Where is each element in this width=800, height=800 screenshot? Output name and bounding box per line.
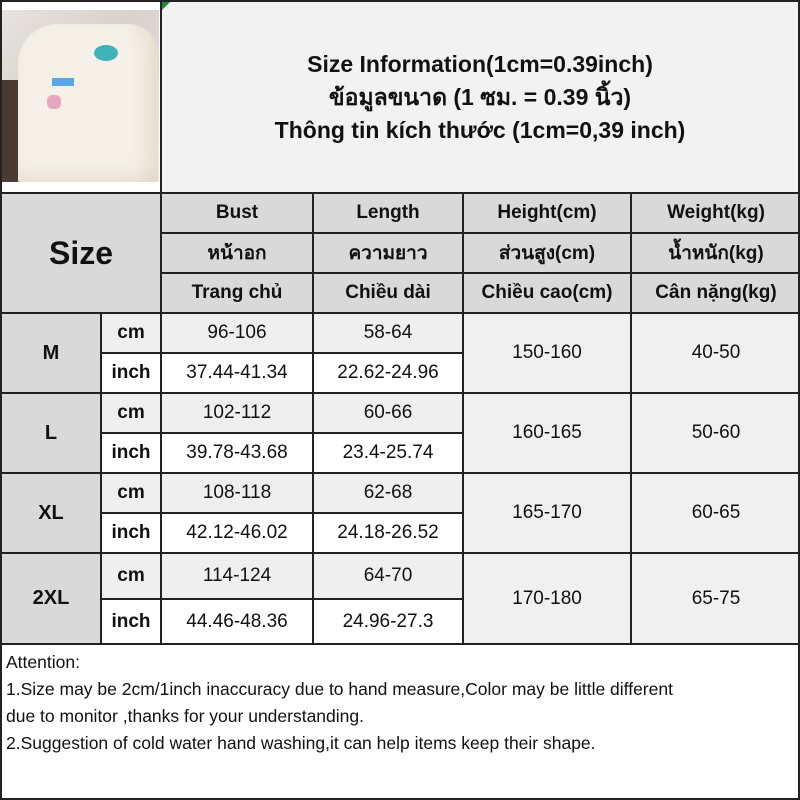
white-hoodie-image — [18, 24, 158, 182]
heart-patch — [47, 95, 61, 109]
size-label: M — [0, 312, 102, 394]
height-range: 150-160 — [462, 312, 632, 394]
unit-cm: cm — [100, 472, 162, 514]
size-header: Size — [0, 192, 162, 314]
unit-inch: inch — [100, 352, 162, 394]
table-row-inch: inch 39.78-43.68 23.4-25.74 — [1, 432, 800, 474]
col-weight: Weight(kg) — [630, 192, 800, 234]
hood-patch — [94, 45, 118, 61]
length-inch: 22.62-24.96 — [312, 352, 464, 394]
col-weight-th: น้ำหนัก(kg) — [630, 232, 800, 274]
divider — [160, 0, 162, 192]
notes-title: Attention: — [6, 652, 80, 672]
col-length-vi: Chiều dài — [312, 272, 464, 314]
table-row-inch: inch 37.44-41.34 22.62-24.96 — [1, 352, 800, 394]
size-info-header: Size Information(1cm=0.39inch) ข้อมูลขนา… — [162, 2, 798, 192]
unit-cm: cm — [100, 312, 162, 354]
header-row-vietnamese: Trang chủ Chiều dài Chiều cao(cm) Cân nặ… — [1, 272, 800, 314]
col-height-th: ส่วนสูง(cm) — [462, 232, 632, 274]
bust-inch: 42.12-46.02 — [160, 512, 314, 554]
bust-cm: 114-124 — [160, 552, 314, 600]
length-inch: 24.18-26.52 — [312, 512, 464, 554]
unit-inch: inch — [100, 598, 162, 645]
length-inch: 24.96-27.3 — [312, 598, 464, 645]
table-row-cm: M cm 96-106 58-64 150-160 40-50 — [0, 312, 800, 394]
height-range: 160-165 — [462, 392, 632, 474]
bust-cm: 102-112 — [160, 392, 314, 434]
col-bust-th: หน้าอก — [160, 232, 314, 274]
height-range: 165-170 — [462, 472, 632, 554]
length-inch: 23.4-25.74 — [312, 432, 464, 474]
table-row-cm: XL cm 108-118 62-68 165-170 60-65 — [0, 472, 800, 554]
length-cm: 58-64 — [312, 312, 464, 354]
size-label: L — [0, 392, 102, 474]
note-line-3: 2.Suggestion of cold water hand washing,… — [6, 733, 596, 753]
unit-inch: inch — [100, 512, 162, 554]
bust-inch: 44.46-48.36 — [160, 598, 314, 645]
table-row-inch: inch 42.12-46.02 24.18-26.52 — [1, 512, 800, 554]
bust-inch: 39.78-43.68 — [160, 432, 314, 474]
col-length: Length — [312, 192, 464, 234]
height-range: 170-180 — [462, 552, 632, 645]
length-cm: 62-68 — [312, 472, 464, 514]
length-cm: 64-70 — [312, 552, 464, 600]
note-line-1: 1.Size may be 2cm/1inch inaccuracy due t… — [6, 679, 673, 699]
title-thai: ข้อมูลขนาด (1 ซม. = 0.39 นิ้ว) — [328, 84, 632, 110]
weight-range: 40-50 — [630, 312, 800, 394]
table-row-inch: inch 44.46-48.36 24.96-27.3 — [1, 598, 800, 645]
title-english: Size Information(1cm=0.39inch) — [307, 51, 653, 77]
length-cm: 60-66 — [312, 392, 464, 434]
unit-inch: inch — [100, 432, 162, 474]
bust-inch: 37.44-41.34 — [160, 352, 314, 394]
note-line-2: due to monitor ,thanks for your understa… — [6, 706, 364, 726]
weight-range: 60-65 — [630, 472, 800, 554]
product-photo — [2, 10, 159, 182]
table-row-cm: 2XL cm 114-124 64-70 170-180 65-75 — [0, 552, 800, 645]
corner-marker — [162, 2, 170, 10]
unit-cm: cm — [100, 392, 162, 434]
col-bust-vi: Trang chủ — [160, 272, 314, 314]
weight-range: 50-60 — [630, 392, 800, 474]
table-row-cm: L cm 102-112 60-66 160-165 50-60 — [0, 392, 800, 474]
attention-notes: Attention: 1.Size may be 2cm/1inch inacc… — [2, 643, 798, 763]
chest-patch — [52, 78, 74, 86]
title-vietnamese: Thông tin kích thước (1cm=0,39 inch) — [274, 117, 686, 143]
col-height-vi: Chiều cao(cm) — [462, 272, 632, 314]
col-height: Height(cm) — [462, 192, 632, 234]
col-length-th: ความยาว — [312, 232, 464, 274]
size-label: 2XL — [0, 552, 102, 645]
bust-cm: 96-106 — [160, 312, 314, 354]
unit-cm: cm — [100, 552, 162, 600]
weight-range: 65-75 — [630, 552, 800, 645]
header-row-thai: หน้าอก ความยาว ส่วนสูง(cm) น้ำหนัก(kg) — [1, 232, 800, 274]
size-label: XL — [0, 472, 102, 554]
bust-cm: 108-118 — [160, 472, 314, 514]
header-row-english: Size Bust Length Height(cm) Weight(kg) — [0, 192, 800, 314]
size-table: Size Bust Length Height(cm) Weight(kg) ห… — [0, 192, 800, 645]
col-weight-vi: Cân nặng(kg) — [630, 272, 800, 314]
col-bust: Bust — [160, 192, 314, 234]
